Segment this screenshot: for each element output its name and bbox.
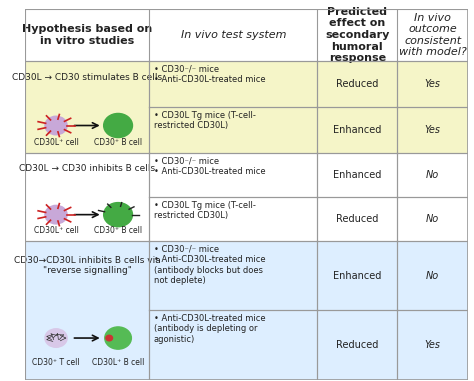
Bar xyxy=(318,153,397,197)
Text: Reduced: Reduced xyxy=(336,79,379,89)
Bar xyxy=(25,61,149,153)
Text: CD30L⁺ cell: CD30L⁺ cell xyxy=(34,226,79,235)
Text: Reduced: Reduced xyxy=(336,214,379,224)
Text: Enhanced: Enhanced xyxy=(333,271,382,281)
Text: • CD30⁻/⁻ mice
• Anti-CD30L-treated mice: • CD30⁻/⁻ mice • Anti-CD30L-treated mice xyxy=(154,157,265,176)
Text: CD30L → CD30 stimulates B cells: CD30L → CD30 stimulates B cells xyxy=(12,73,162,82)
Bar xyxy=(318,61,397,107)
Bar xyxy=(149,241,318,311)
Text: Yes: Yes xyxy=(425,125,441,135)
Text: CD30⁺ B cell: CD30⁺ B cell xyxy=(94,138,142,147)
Circle shape xyxy=(104,203,132,227)
Text: CD30→CD30L inhibits B cells via
"reverse signalling": CD30→CD30L inhibits B cells via "reverse… xyxy=(14,256,160,275)
Bar xyxy=(149,311,318,379)
Bar xyxy=(397,197,468,241)
Circle shape xyxy=(45,205,67,224)
Circle shape xyxy=(104,114,132,138)
Text: CD30⁺ T cell: CD30⁺ T cell xyxy=(32,359,80,368)
Bar xyxy=(397,61,468,107)
Bar xyxy=(397,107,468,153)
Circle shape xyxy=(105,327,131,349)
Text: Yes: Yes xyxy=(425,340,441,350)
Text: • CD30L Tg mice (T-cell-
restricted CD30L): • CD30L Tg mice (T-cell- restricted CD30… xyxy=(154,201,255,220)
Bar xyxy=(318,197,397,241)
Bar xyxy=(149,153,318,197)
Text: Hypothesis based on
in vitro studies: Hypothesis based on in vitro studies xyxy=(22,24,152,46)
Text: Enhanced: Enhanced xyxy=(333,170,382,180)
Bar xyxy=(25,153,149,241)
Text: CD30L → CD30 inhibits B cells: CD30L → CD30 inhibits B cells xyxy=(19,164,155,173)
Text: CD30⁺ B cell: CD30⁺ B cell xyxy=(94,226,142,235)
Text: No: No xyxy=(426,170,439,180)
Text: • CD30⁻/⁻ mice
• Anti-CD30L-treated mice: • CD30⁻/⁻ mice • Anti-CD30L-treated mice xyxy=(154,65,265,84)
Text: In vivo
outcome
consistent
with model?: In vivo outcome consistent with model? xyxy=(399,13,466,58)
Text: In vivo test system: In vivo test system xyxy=(181,30,286,40)
Bar xyxy=(318,107,397,153)
Circle shape xyxy=(45,329,67,347)
Bar xyxy=(149,107,318,153)
Circle shape xyxy=(45,116,67,135)
Text: No: No xyxy=(426,214,439,224)
Text: • Anti-CD30L-treated mice
(antibody is depleting or
agonistic): • Anti-CD30L-treated mice (antibody is d… xyxy=(154,314,265,344)
Bar xyxy=(149,61,318,107)
Text: Yes: Yes xyxy=(425,79,441,89)
Bar xyxy=(397,311,468,379)
Text: CD30L⁺ B cell: CD30L⁺ B cell xyxy=(92,359,144,368)
Text: Predicted
effect on
secondary
humoral
response: Predicted effect on secondary humoral re… xyxy=(325,7,390,63)
Text: CD30L⁺ cell: CD30L⁺ cell xyxy=(34,138,79,147)
Bar xyxy=(318,311,397,379)
Bar xyxy=(149,197,318,241)
Bar xyxy=(318,241,397,311)
Circle shape xyxy=(106,335,112,341)
Text: • CD30⁻/⁻ mice
• Anti-CD30L-treated mice
(antibody blocks but does
not deplete): • CD30⁻/⁻ mice • Anti-CD30L-treated mice… xyxy=(154,245,265,285)
Text: No: No xyxy=(426,271,439,281)
Bar xyxy=(25,241,149,379)
FancyBboxPatch shape xyxy=(25,9,468,61)
Text: Reduced: Reduced xyxy=(336,340,379,350)
Bar xyxy=(397,241,468,311)
Text: Enhanced: Enhanced xyxy=(333,125,382,135)
Text: • CD30L Tg mice (T-cell-
restricted CD30L): • CD30L Tg mice (T-cell- restricted CD30… xyxy=(154,111,255,130)
Bar xyxy=(397,153,468,197)
